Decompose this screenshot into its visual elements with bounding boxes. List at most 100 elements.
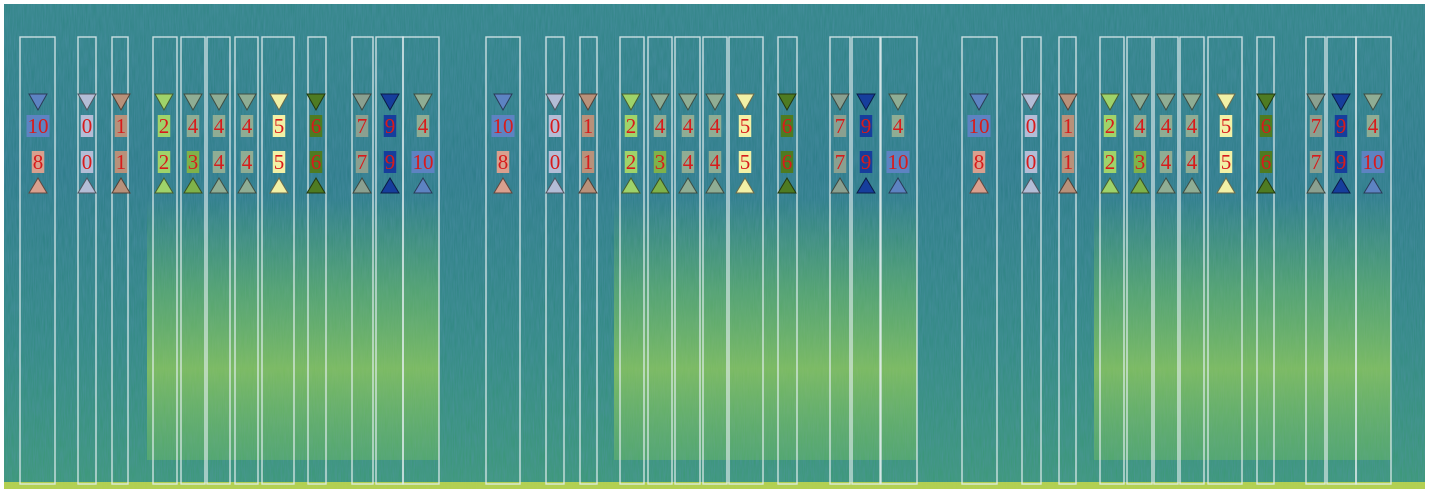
bottom-label-marker [545, 177, 565, 194]
top-label-marker [154, 93, 174, 112]
bottom-label-text: 7 [1311, 150, 1322, 174]
top-label-swatch [681, 115, 695, 137]
energy-band [614, 200, 917, 460]
top-label-marker [1216, 93, 1236, 112]
segment-box[interactable] [1153, 36, 1179, 485]
bottom-label-swatch [972, 151, 986, 173]
bottom-label-marker [969, 177, 989, 194]
segment-box[interactable] [1179, 36, 1205, 485]
bottom-label-marker [306, 177, 326, 194]
segment-box[interactable] [961, 36, 998, 485]
top-label-text: 1 [1063, 114, 1074, 138]
segment-box[interactable] [1058, 36, 1077, 485]
segment-box[interactable] [234, 36, 259, 485]
top-label-text: 10 [28, 114, 49, 138]
segment-box[interactable] [1021, 36, 1042, 485]
segment-box[interactable] [307, 36, 327, 485]
bottom-label-swatch [383, 151, 397, 173]
bottom-label-swatch [355, 151, 369, 173]
top-label-marker [705, 93, 725, 112]
segment-box[interactable] [1207, 36, 1243, 485]
top-label-marker [1306, 93, 1326, 112]
top-label-swatch [491, 115, 515, 137]
segment-box[interactable] [829, 36, 851, 485]
segment-box[interactable] [1305, 36, 1326, 485]
segment-box[interactable] [851, 36, 881, 485]
top-label-swatch [1309, 115, 1323, 137]
bottom-label-marker [621, 177, 641, 194]
top-label-text: 9 [385, 114, 396, 138]
top-label-text: 6 [1261, 114, 1272, 138]
bottom-label-swatch [31, 151, 45, 173]
top-label-text: 4 [655, 114, 666, 138]
top-label-text: 7 [835, 114, 846, 138]
top-label-text: 2 [159, 114, 170, 138]
bottom-label-swatch [1334, 151, 1348, 173]
segment-box[interactable] [152, 36, 178, 485]
bottom-label-marker [1256, 177, 1276, 194]
top-label-marker [1256, 93, 1276, 112]
segment-box[interactable] [351, 36, 374, 485]
top-label-text: 5 [740, 114, 751, 138]
segment-box[interactable] [647, 36, 673, 485]
bottom-label-text: 9 [861, 150, 872, 174]
top-label-swatch [653, 115, 667, 137]
segment-box[interactable] [261, 36, 295, 485]
top-label-marker [209, 93, 229, 112]
bottom-label-swatch [886, 151, 910, 173]
bottom-label-marker [413, 177, 433, 194]
bottom-label-text: 2 [1105, 150, 1116, 174]
top-label-text: 4 [242, 114, 253, 138]
bottom-label-text: 7 [835, 150, 846, 174]
top-label-marker [380, 93, 400, 112]
segment-box[interactable] [880, 36, 918, 485]
segment-box[interactable] [674, 36, 701, 485]
segment-box[interactable] [77, 36, 97, 485]
top-label-swatch [1159, 115, 1173, 137]
top-label-text: 1 [583, 114, 594, 138]
segment-box[interactable] [1256, 36, 1275, 485]
top-label-swatch [833, 115, 847, 137]
bottom-label-swatch [833, 151, 847, 173]
segment-box[interactable] [619, 36, 645, 485]
segment-box[interactable] [111, 36, 129, 485]
segment-box[interactable] [777, 36, 798, 485]
segment-box[interactable] [19, 36, 56, 485]
top-label-text: 10 [493, 114, 514, 138]
bottom-label-swatch [1185, 151, 1199, 173]
top-label-swatch [1259, 115, 1273, 137]
bottom-label-swatch [624, 151, 638, 173]
bottom-label-text: 4 [242, 150, 253, 174]
segment-box[interactable] [180, 36, 206, 485]
bottom-label-text: 7 [357, 150, 368, 174]
segment-box[interactable] [1355, 36, 1392, 485]
segment-box[interactable] [206, 36, 231, 485]
top-label-swatch [780, 115, 794, 137]
bottom-label-text: 4 [1187, 150, 1198, 174]
segment-box[interactable] [1099, 36, 1125, 485]
bottom-label-marker [1363, 177, 1383, 194]
bottom-label-swatch [1219, 151, 1233, 173]
top-label-text: 5 [274, 114, 285, 138]
bottom-label-marker [380, 177, 400, 194]
segment-box[interactable] [485, 36, 521, 485]
segment-box[interactable] [1126, 36, 1153, 485]
bottom-label-swatch [859, 151, 873, 173]
bottom-label-swatch [157, 151, 171, 173]
segment-box[interactable] [545, 36, 565, 485]
top-label-swatch [355, 115, 369, 137]
bottom-label-marker [28, 177, 48, 194]
segment-box[interactable] [728, 36, 764, 485]
bottom-label-swatch [1133, 151, 1147, 173]
top-label-marker [678, 93, 698, 112]
bottom-label-text: 0 [1026, 150, 1037, 174]
top-label-swatch [1024, 115, 1038, 137]
segment-box[interactable] [579, 36, 598, 485]
bottom-label-text: 3 [1135, 150, 1146, 174]
top-label-swatch [581, 115, 595, 137]
segment-box[interactable] [702, 36, 728, 485]
bottom-label-marker [237, 177, 257, 194]
bottom-label-swatch [1024, 151, 1038, 173]
segment-box[interactable] [402, 36, 440, 485]
bottom-label-text: 10 [888, 150, 909, 174]
